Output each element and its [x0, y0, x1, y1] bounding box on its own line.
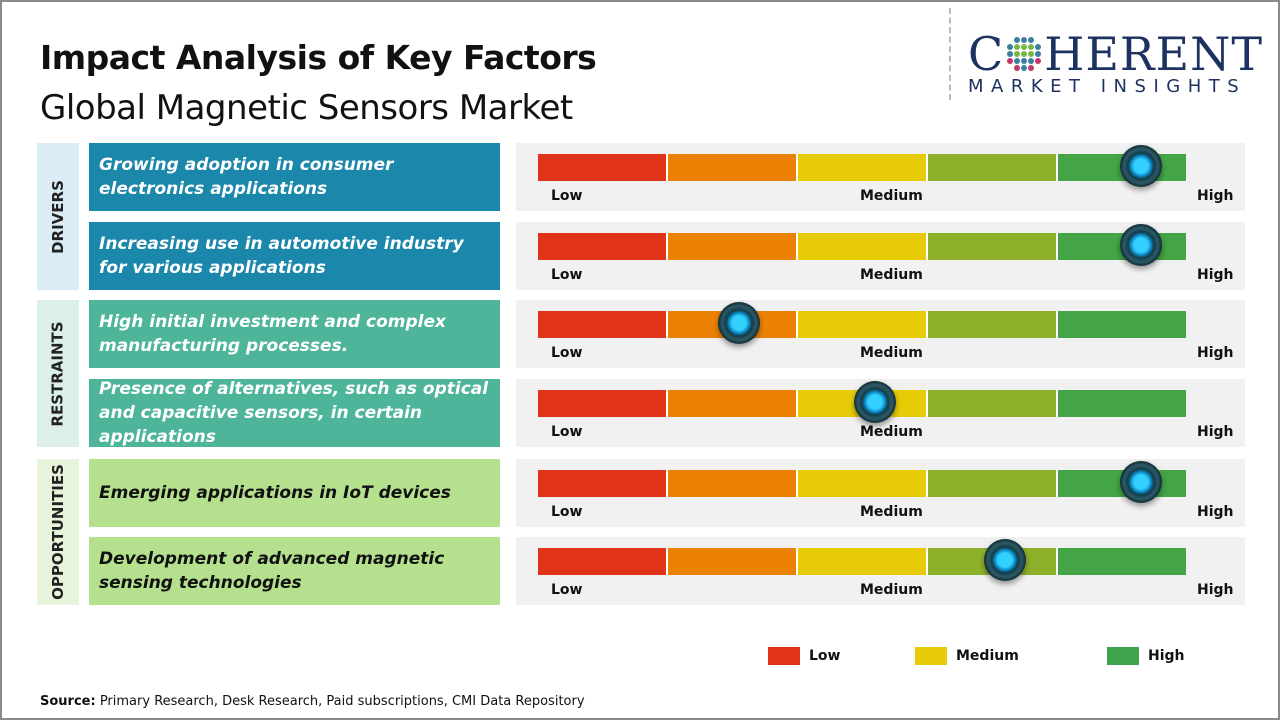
scale-segment: [798, 233, 928, 260]
scale-label-low: Low: [551, 424, 583, 440]
impact-gauge: Low Medium High: [516, 222, 1245, 290]
coherent-logo: C HERENT MARKET INSIGHTS: [968, 30, 1263, 97]
scale-label-high: High: [1197, 582, 1234, 598]
scale-label-medium: Medium: [860, 424, 923, 440]
legend-swatch: [1107, 647, 1139, 665]
impact-indicator-knob: [1119, 145, 1162, 187]
scale-segment: [538, 470, 668, 497]
category-label: DRIVERS: [49, 179, 68, 254]
legend-label: Low: [809, 648, 841, 664]
logo-letter: C: [968, 27, 1005, 81]
source-note: Source: Primary Research, Desk Research,…: [40, 694, 585, 709]
scale-label-high: High: [1197, 267, 1234, 283]
scale-segment: [928, 154, 1058, 181]
scale-segment: [928, 470, 1058, 497]
impact-scale-bar: [538, 470, 1186, 497]
impact-gauge: Low Medium High: [516, 537, 1245, 605]
impact-indicator-knob: [853, 381, 896, 423]
logo-text: HERENT: [1044, 27, 1264, 81]
impact-gauge: Low Medium High: [516, 459, 1245, 527]
scale-label-low: Low: [551, 267, 583, 283]
scale-label-medium: Medium: [860, 504, 923, 520]
category-label: RESTRAINTS: [49, 320, 68, 427]
impact-gauge: Low Medium High: [516, 300, 1245, 368]
scale-label-high: High: [1197, 424, 1234, 440]
factor-text-box: Presence of alternatives, such as optica…: [89, 379, 500, 447]
page-title: Impact Analysis of Key Factors: [40, 38, 597, 77]
impact-indicator-knob: [717, 302, 760, 344]
scale-segment: [668, 548, 798, 575]
factor-text-box: High initial investment and complex manu…: [89, 300, 500, 368]
category-restraints: RESTRAINTS: [37, 300, 79, 447]
scale-label-low: Low: [551, 504, 583, 520]
scale-segment: [668, 470, 798, 497]
impact-scale-bar: [538, 311, 1186, 338]
source-label: Source:: [40, 694, 96, 709]
legend-item: High: [1107, 647, 1185, 665]
category-drivers: DRIVERS: [37, 143, 79, 290]
legend-label: High: [1148, 648, 1185, 664]
impact-indicator-knob: [983, 539, 1026, 581]
scale-label-high: High: [1197, 504, 1234, 520]
scale-label-low: Low: [551, 345, 583, 361]
legend-item: Low: [768, 647, 840, 665]
impact-gauge: Low Medium High: [516, 143, 1245, 211]
factor-text-box: Growing adoption in consumer electronics…: [89, 143, 500, 211]
scale-label-medium: Medium: [860, 267, 923, 283]
legend-item: Medium: [915, 647, 1019, 665]
scale-segment: [668, 154, 798, 181]
scale-segment: [538, 390, 668, 417]
scale-segment: [1058, 311, 1186, 338]
factor-text-box: Emerging applications in IoT devices: [89, 459, 500, 527]
factor-text-box: Development of advanced magnetic sensing…: [89, 537, 500, 605]
scale-segment: [538, 154, 668, 181]
scale-label-high: High: [1197, 188, 1234, 204]
scale-label-high: High: [1197, 345, 1234, 361]
logo-subtitle: MARKET INSIGHTS: [968, 76, 1247, 97]
divider: [949, 8, 951, 100]
globe-dots-icon: [1007, 37, 1042, 71]
source-text: Primary Research, Desk Research, Paid su…: [95, 694, 585, 709]
impact-scale-bar: [538, 154, 1186, 181]
scale-label-medium: Medium: [860, 582, 923, 598]
scale-segment: [538, 233, 668, 260]
impact-indicator-knob: [1119, 461, 1162, 503]
scale-label-low: Low: [551, 188, 583, 204]
scale-segment: [928, 233, 1058, 260]
scale-label-medium: Medium: [860, 345, 923, 361]
scale-segment: [538, 548, 668, 575]
impact-scale-bar: [538, 548, 1186, 575]
legend-swatch: [768, 647, 800, 665]
scale-segment: [798, 311, 928, 338]
legend-label: Medium: [956, 648, 1019, 664]
page-subtitle: Global Magnetic Sensors Market: [40, 88, 573, 128]
impact-gauge: Low Medium High: [516, 379, 1245, 447]
legend-swatch: [915, 647, 947, 665]
scale-segment: [538, 311, 668, 338]
impact-scale-bar: [538, 233, 1186, 260]
factor-text-box: Increasing use in automotive industry fo…: [89, 222, 500, 290]
scale-segment: [928, 311, 1058, 338]
category-label: OPPORTUNITIES: [49, 464, 67, 600]
scale-label-low: Low: [551, 582, 583, 598]
impact-indicator-knob: [1119, 224, 1162, 266]
scale-label-medium: Medium: [860, 188, 923, 204]
scale-segment: [928, 390, 1058, 417]
scale-segment: [668, 390, 798, 417]
scale-segment: [798, 548, 928, 575]
scale-segment: [798, 470, 928, 497]
category-opportunities: OPPORTUNITIES: [37, 459, 79, 605]
scale-segment: [798, 154, 928, 181]
scale-segment: [1058, 548, 1186, 575]
scale-segment: [1058, 390, 1186, 417]
scale-segment: [668, 233, 798, 260]
impact-scale-bar: [538, 390, 1186, 417]
